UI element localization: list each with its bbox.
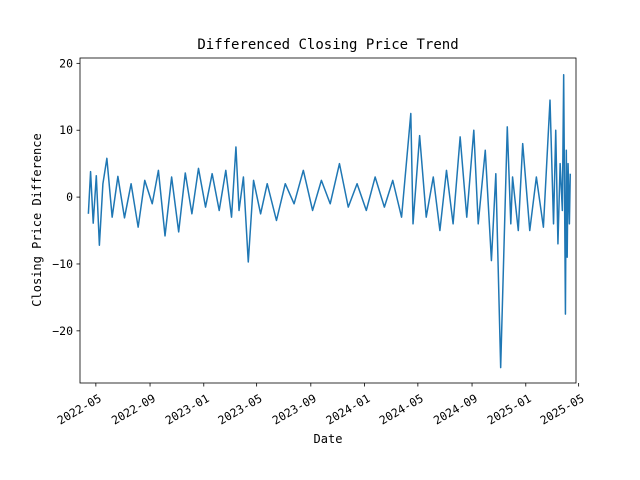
series-layer — [87, 73, 572, 369]
y-tick-label-1: −10 — [52, 257, 73, 271]
y-axis-label: Closing Price Difference — [30, 133, 44, 306]
y-tick-label-4: 20 — [59, 56, 73, 70]
x-axis-label: Date — [314, 432, 343, 446]
plot-frame — [79, 57, 577, 384]
y-axis: −20 −10 0 10 20 — [52, 56, 80, 338]
chart-title: Differenced Closing Price Trend — [197, 37, 458, 53]
y-tick-label-3: 10 — [59, 123, 73, 137]
y-tick-label-0: −20 — [52, 324, 73, 338]
series-line-0 — [87, 73, 572, 369]
y-tick-label-2: 0 — [66, 190, 73, 204]
